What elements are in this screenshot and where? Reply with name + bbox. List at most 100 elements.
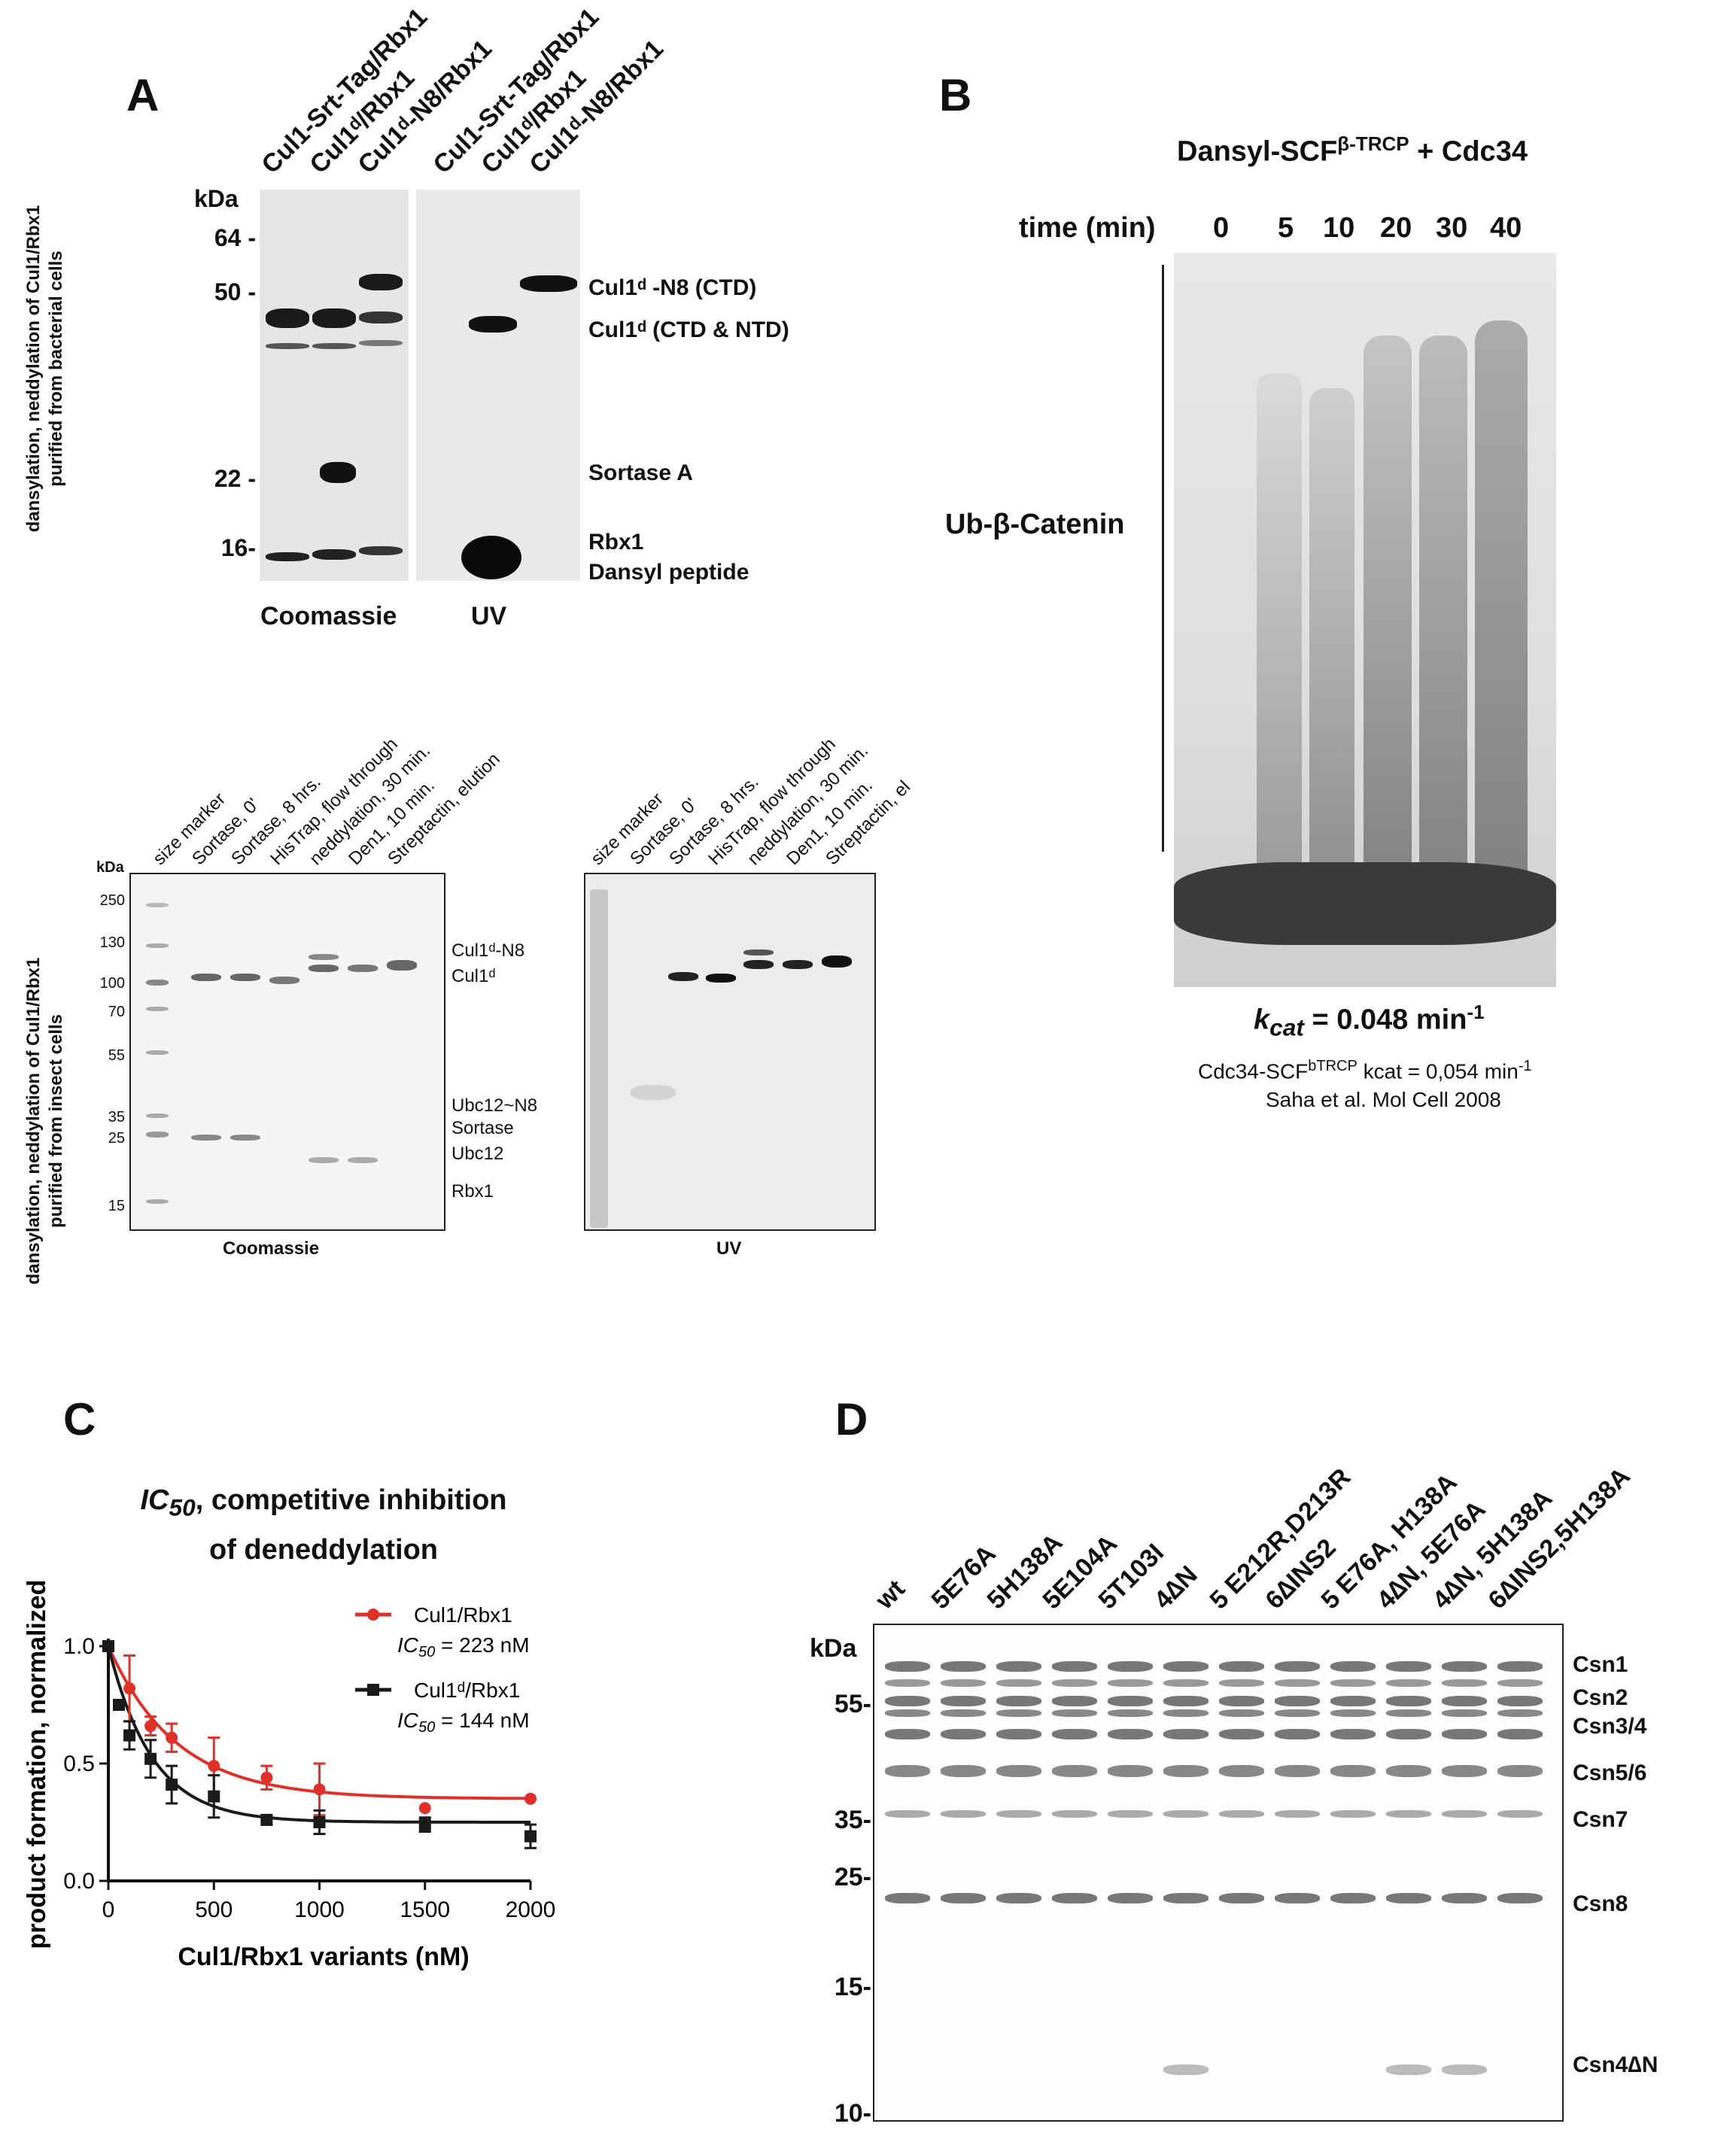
gel-band (1442, 1893, 1487, 1903)
gel-band (230, 974, 260, 981)
x-tick-label: 1500 (400, 1897, 450, 1922)
data-point (260, 1771, 273, 1784)
marker-label: 250 (99, 892, 125, 909)
chart-title-line: IC50, competitive inhibition (113, 1479, 534, 1529)
reference-line-1: Cdc34-SCFbTRCP kcat = 0,054 min-1 (1198, 1058, 1532, 1083)
gel-band (1219, 1729, 1264, 1739)
ref-exp: -1 (1518, 1058, 1532, 1074)
data-point (123, 1729, 136, 1742)
kda-label: kDa (810, 1634, 857, 1663)
title-rest: , competitive inhibition (195, 1484, 507, 1516)
band-label: Csn5/6 (1573, 1761, 1647, 1785)
kcat-text: = 0.048 min (1303, 1004, 1467, 1036)
panel-a-letter: A (126, 70, 160, 120)
gel-band (1163, 1661, 1209, 1672)
uv-gel-a2 (584, 873, 876, 1231)
gel-band (266, 308, 309, 328)
kda-label: kDa (96, 859, 124, 876)
gel-band (1052, 1893, 1097, 1903)
gel-band (1497, 1709, 1543, 1717)
panel-a2-side-label: dansylation, neddylation of Cul1/Rbx1 pu… (23, 858, 68, 1384)
gel-band (520, 275, 577, 292)
gel-band (359, 311, 403, 324)
gel-band (461, 536, 521, 579)
time-point: 10 (1323, 212, 1355, 244)
kcat-value: kcat = 0.048 min-1 (1254, 1001, 1485, 1041)
marker-ladder (146, 1199, 169, 1204)
marker-ladder (146, 943, 169, 948)
gel-band (941, 1765, 986, 1777)
gel-band (1219, 1709, 1264, 1717)
gel-band (941, 1661, 986, 1672)
panel-a-side-label: dansylation, neddylation of Cul1/Rbx1 pu… (23, 105, 68, 632)
marker-ladder (146, 1132, 169, 1138)
csn-gel (873, 1624, 1564, 2122)
gel-band (266, 552, 309, 561)
gel-band (266, 343, 309, 349)
ic50-chart: 0 500 1000 1500 2000 0.0 0.5 1.0 product format… (23, 1579, 555, 1971)
gel-band (1386, 1893, 1431, 1903)
gel-band (1219, 1696, 1264, 1706)
gel-band (1442, 1696, 1487, 1706)
data-point (166, 1731, 178, 1744)
gel-band (1108, 1729, 1153, 1739)
band-label: Sortase (451, 1118, 514, 1138)
y-tick-label: 0.0 (63, 1869, 95, 1894)
band-label: Ubc12 (451, 1144, 504, 1164)
gel-band (941, 1810, 986, 1818)
side-label-line: dansylation, neddylation of Cul1/Rbx1 (23, 957, 44, 1285)
smear (1475, 321, 1528, 915)
gel-band (885, 1696, 930, 1706)
bracket-line (1162, 265, 1164, 852)
y-tick-label: 1.0 (63, 1634, 95, 1659)
gel-band (996, 1679, 1041, 1687)
kda-label: kDa (194, 185, 239, 212)
gel-band (1275, 1729, 1320, 1739)
legend-ic-val: = 144 nM (435, 1709, 529, 1732)
gel-band (1163, 1729, 1209, 1739)
band-label: Cul1ᵈ (CTD & NTD) (588, 317, 789, 342)
gel-band (309, 1157, 339, 1163)
gel-band (1442, 1810, 1487, 1818)
gel-band (885, 1709, 930, 1717)
gel-band (885, 1765, 930, 1777)
gel-band (1163, 1893, 1209, 1903)
gel-band (1386, 1810, 1431, 1818)
data-point (418, 1818, 431, 1831)
x-tick-label: 1000 (294, 1897, 345, 1922)
gel-title: UV (716, 1238, 742, 1259)
gel-band (1497, 1679, 1543, 1687)
x-tick-label: 500 (195, 1897, 233, 1922)
time-point: 20 (1380, 212, 1412, 244)
gel-band (941, 1679, 986, 1687)
gel-band (1497, 1729, 1543, 1739)
gel-band (312, 343, 356, 349)
data-point (313, 1816, 326, 1828)
smear (1257, 373, 1302, 915)
gel-band (1442, 1679, 1487, 1687)
gel-band (1052, 1709, 1097, 1717)
marker-label: 55 (108, 1047, 125, 1064)
gel-band (706, 974, 736, 983)
gel-band (1275, 1696, 1320, 1706)
band-label: Cul1ᵈ -N8 (CTD) (588, 275, 757, 300)
gel-band (469, 316, 517, 333)
gel-band (941, 1729, 986, 1739)
time-label: time (min) (1019, 212, 1156, 244)
gel-band (1330, 1709, 1376, 1717)
gel-band (1386, 1709, 1431, 1717)
gel-band (1108, 1893, 1153, 1903)
gel-band (1275, 1661, 1320, 1672)
gel-band (668, 972, 698, 981)
gel-band (941, 1709, 986, 1717)
gel-band (1330, 1661, 1376, 1672)
gel-band (1442, 1661, 1487, 1672)
gel-band (822, 955, 852, 968)
band-label: Sortase A (588, 460, 693, 485)
data-point (524, 1830, 537, 1843)
gel-band (1163, 1765, 1209, 1777)
gel-band (348, 965, 378, 972)
marker-label: 15- (834, 1973, 871, 2001)
legend-ic-val: = 223 nM (435, 1633, 529, 1657)
gel-band (1108, 1765, 1153, 1777)
